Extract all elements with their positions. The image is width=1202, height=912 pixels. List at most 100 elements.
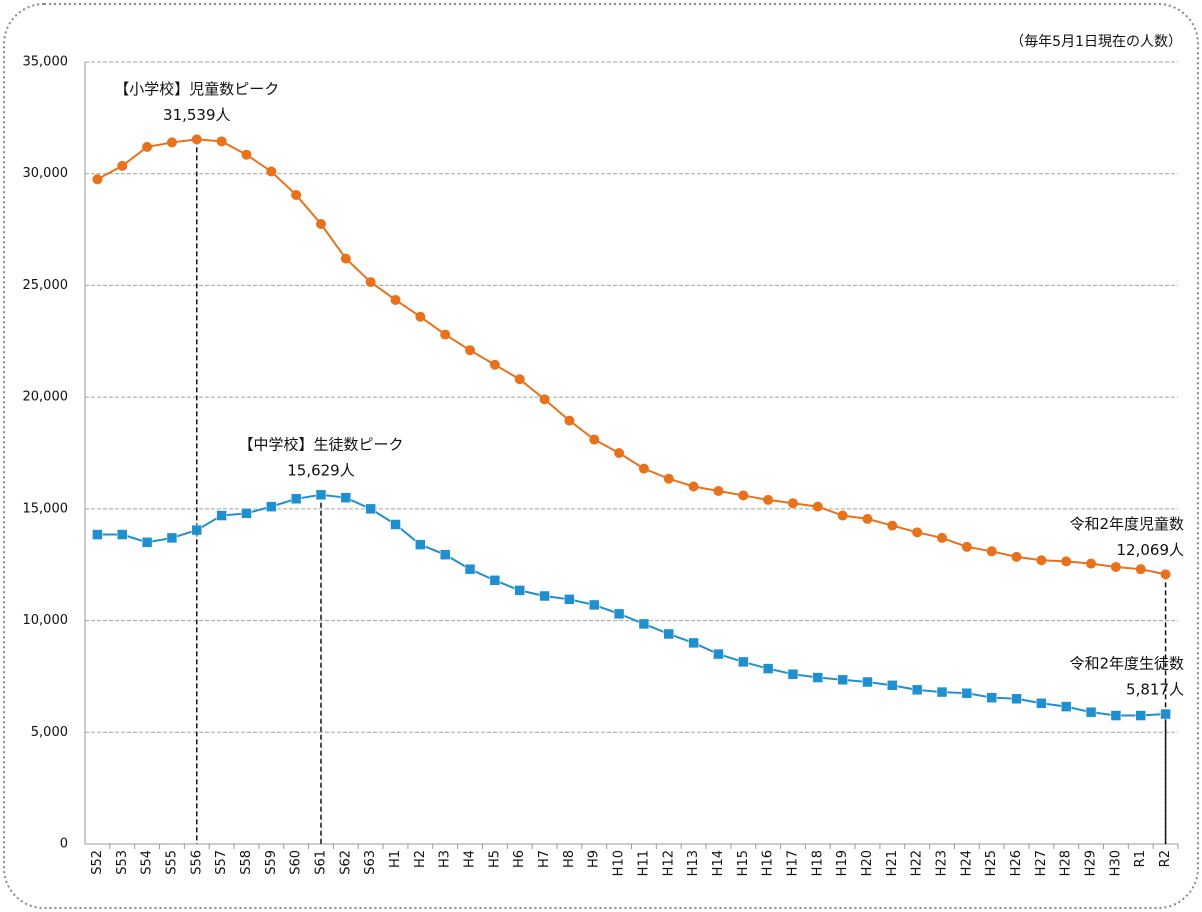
x-tick-label: S59 — [264, 850, 279, 875]
marker — [141, 537, 153, 548]
annotation: 令和2年度児童数 — [1069, 515, 1184, 533]
marker — [1060, 701, 1072, 712]
marker — [266, 166, 277, 177]
marker — [887, 680, 898, 691]
x-tick-label: S61 — [313, 850, 328, 875]
marker — [688, 481, 699, 492]
marker — [787, 668, 799, 680]
marker — [539, 394, 550, 405]
x-tick-label: H24 — [959, 850, 974, 876]
marker — [340, 492, 352, 503]
marker — [1086, 558, 1097, 569]
marker — [837, 510, 848, 521]
data-label: 31,539人 — [163, 106, 231, 124]
annotation: 【中学校】生徒数ピーク — [238, 435, 403, 453]
marker — [936, 686, 948, 698]
y-tick-label: 10,000 — [23, 613, 69, 628]
marker — [489, 359, 500, 370]
marker — [1110, 710, 1122, 721]
marker — [92, 529, 103, 540]
x-tick-label: H23 — [935, 850, 950, 876]
marker — [539, 590, 550, 602]
x-tick-label: H3 — [438, 850, 453, 868]
marker — [241, 149, 252, 160]
marker — [986, 546, 997, 557]
marker — [241, 508, 252, 519]
marker — [887, 520, 898, 531]
marker — [862, 676, 873, 688]
marker — [986, 692, 997, 703]
x-tick-label: S57 — [214, 850, 229, 875]
x-tick-label: H4 — [463, 850, 478, 868]
marker — [713, 648, 724, 660]
y-tick-label: 25,000 — [23, 278, 69, 293]
marker — [812, 672, 824, 683]
x-tick-label: H15 — [736, 850, 751, 876]
marker — [1036, 555, 1047, 566]
marker — [763, 494, 774, 505]
marker — [290, 493, 302, 505]
marker — [1061, 556, 1072, 567]
marker — [911, 684, 923, 696]
marker — [589, 434, 600, 445]
data-label: 5,817人 — [1126, 681, 1184, 699]
marker — [812, 501, 823, 512]
x-tick-label: S60 — [289, 850, 304, 875]
marker — [663, 628, 675, 640]
x-tick-label: H16 — [761, 850, 776, 876]
marker — [1011, 693, 1022, 705]
x-tick-label: H29 — [1084, 850, 1099, 876]
marker — [415, 539, 426, 550]
data-label: 12,069人 — [1117, 541, 1185, 559]
y-tick-label: 5,000 — [31, 725, 68, 740]
marker — [1011, 551, 1022, 562]
marker — [390, 294, 401, 305]
annotation: 【小学校】児童数ピーク — [114, 80, 279, 98]
marker — [961, 687, 973, 699]
x-tick-label: H28 — [1059, 850, 1074, 876]
marker — [588, 599, 600, 611]
x-tick-label: H7 — [537, 850, 552, 868]
marker — [216, 510, 227, 521]
annotation: 令和2年度生徒数 — [1069, 655, 1184, 673]
marker — [92, 174, 103, 185]
marker — [1135, 710, 1146, 721]
marker — [465, 345, 476, 356]
marker — [1036, 697, 1047, 709]
x-tick-label: H30 — [1108, 850, 1123, 876]
marker — [564, 415, 575, 426]
marker — [912, 527, 923, 538]
marker — [464, 563, 476, 575]
x-tick-label: H10 — [612, 850, 627, 876]
x-tick-label: H18 — [810, 850, 825, 876]
marker — [117, 160, 128, 171]
y-tick-label: 35,000 — [23, 55, 69, 70]
marker — [191, 134, 202, 145]
x-tick-label: S56 — [189, 850, 204, 875]
marker — [489, 575, 501, 586]
marker — [862, 513, 873, 524]
marker — [365, 503, 376, 515]
y-tick-label: 20,000 — [23, 390, 69, 405]
y-tick-label: 30,000 — [23, 166, 69, 181]
marker — [390, 519, 401, 530]
marker — [191, 524, 203, 536]
marker — [166, 532, 178, 544]
marker — [663, 473, 674, 484]
marker — [291, 189, 302, 200]
marker — [117, 529, 128, 540]
x-tick-label: H17 — [785, 850, 800, 876]
marker — [216, 136, 227, 147]
marker — [1085, 706, 1097, 718]
marker — [166, 137, 177, 148]
marker — [315, 218, 326, 229]
marker — [638, 463, 649, 474]
x-tick-label: H27 — [1034, 850, 1049, 876]
marker — [415, 311, 426, 322]
x-tick-label: H14 — [711, 850, 726, 876]
marker — [614, 448, 625, 458]
data-label: 15,629人 — [287, 461, 355, 479]
marker — [266, 501, 277, 512]
